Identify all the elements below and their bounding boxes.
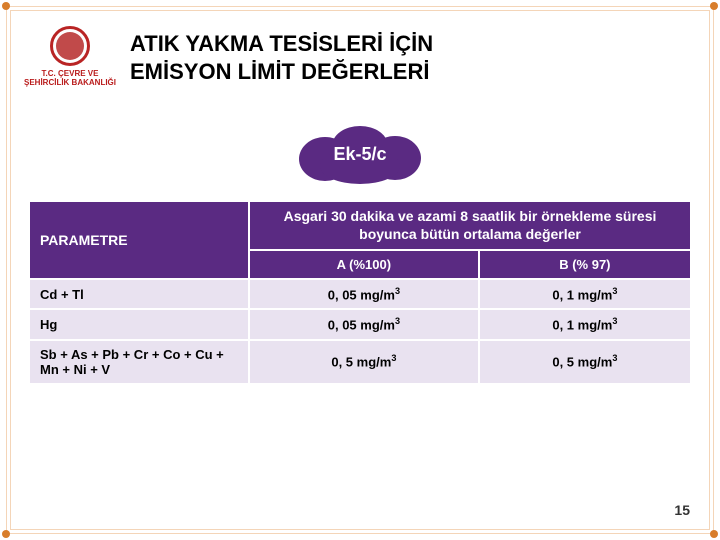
value-a: 0, 05 mg/m3 [249,279,479,309]
corner-dot [710,2,718,10]
header-parametre: PARAMETRE [29,201,249,279]
value-b: 0, 1 mg/m3 [479,279,691,309]
header-col-b: B (% 97) [479,250,691,279]
header-col-a: A (%100) [249,250,479,279]
title-line2: EMİSYON LİMİT DEĞERLERİ [130,58,433,86]
bubble-label: Ek-5/c [333,144,386,165]
table-row: Cd + Tl 0, 05 mg/m3 0, 1 mg/m3 [29,279,691,309]
logo-icon [50,26,90,66]
corner-dot [2,530,10,538]
value-b: 0, 5 mg/m3 [479,340,691,384]
emission-table: PARAMETRE Asgari 30 dakika ve azami 8 sa… [28,200,692,385]
header-merged: Asgari 30 dakika ve azami 8 saatlik bir … [249,201,691,250]
corner-dot [2,2,10,10]
corner-dot [710,530,718,538]
value-a: 0, 05 mg/m3 [249,309,479,339]
logo-line2: ŞEHİRCİLİK BAKANLIĞI [20,79,120,88]
param-name: Hg [29,309,249,339]
section-bubble: Ek-5/c [0,124,720,184]
title-line1: ATIK YAKMA TESİSLERİ İÇİN [130,30,433,58]
table-row: Hg 0, 05 mg/m3 0, 1 mg/m3 [29,309,691,339]
value-b: 0, 1 mg/m3 [479,309,691,339]
table-row: Sb + As + Pb + Cr + Co + Cu + Mn + Ni + … [29,340,691,384]
page-title: ATIK YAKMA TESİSLERİ İÇİN EMİSYON LİMİT … [130,30,433,85]
param-name: Sb + As + Pb + Cr + Co + Cu + Mn + Ni + … [29,340,249,384]
value-a: 0, 5 mg/m3 [249,340,479,384]
ministry-logo: T.C. ÇEVRE VE ŞEHİRCİLİK BAKANLIĞI [20,26,120,88]
page-number: 15 [674,502,690,518]
param-name: Cd + Tl [29,279,249,309]
